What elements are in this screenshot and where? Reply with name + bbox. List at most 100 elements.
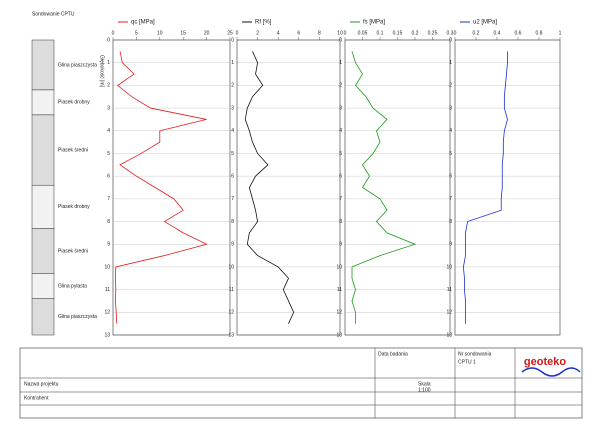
- y-tick-label: 9: [231, 242, 234, 248]
- y-tick-label: 12: [336, 310, 342, 316]
- depth-label: Głębokość [m]: [99, 55, 105, 88]
- profile-line: [244, 51, 295, 324]
- soil-layer: [31, 184, 55, 229]
- y-tick-label: 7: [339, 196, 342, 202]
- y-tick-label: 12: [228, 310, 234, 316]
- y-tick-label: 7: [449, 196, 452, 202]
- y-tick-label: 6: [339, 173, 342, 179]
- x-tick-label: 0: [454, 30, 457, 36]
- y-tick-label: 13: [228, 332, 234, 338]
- y-tick-label: 7: [231, 196, 234, 202]
- scale-label: Skala: [418, 381, 431, 387]
- soil-label: Piasek średni: [58, 147, 88, 153]
- y-tick-label: 11: [229, 287, 234, 293]
- x-tick-label: 0.4: [494, 30, 501, 36]
- x-tick-label: 0.25: [428, 30, 438, 36]
- y-tick-label: 2: [339, 83, 342, 89]
- y-tick-label: 0: [449, 37, 452, 43]
- y-tick-label: 9: [449, 242, 452, 248]
- y-tick-label: 8: [449, 219, 452, 225]
- y-tick-label: 12: [104, 310, 110, 316]
- profile-line: [351, 51, 417, 324]
- soil-label: Glina pylasta: [58, 284, 87, 290]
- y-tick-label: 3: [449, 105, 452, 111]
- y-tick-label: 11: [105, 287, 110, 293]
- y-tick-label: 5: [231, 151, 234, 157]
- y-tick-label: 6: [231, 173, 234, 179]
- x-tick-label: 2: [256, 30, 259, 36]
- y-tick-label: 8: [339, 219, 342, 225]
- x-tick-label: 0.6: [515, 30, 522, 36]
- y-tick-label: 8: [107, 219, 110, 225]
- sounding: CPTU 1: [458, 359, 476, 365]
- x-tick-label: 4: [277, 30, 280, 36]
- profile-line: [114, 51, 208, 324]
- footer-frame: [19, 347, 583, 419]
- soil-label: Glina piaszczysta: [58, 62, 97, 68]
- x-tick-label: 10: [157, 30, 163, 36]
- x-tick-label: 0.2: [473, 30, 480, 36]
- x-tick-label: 0: [112, 30, 115, 36]
- soil-layer: [31, 89, 55, 116]
- y-tick-label: 4: [107, 128, 110, 134]
- y-tick-label: 2: [107, 83, 110, 89]
- x-tick-label: 6: [297, 30, 300, 36]
- x-tick-label: 0: [344, 30, 347, 36]
- y-tick-label: 10: [104, 264, 110, 270]
- y-tick-label: 9: [107, 242, 110, 248]
- soil-layer: [31, 39, 55, 91]
- y-tick-label: 9: [339, 242, 342, 248]
- y-tick-label: 5: [449, 151, 452, 157]
- panel-frame: [112, 39, 231, 336]
- panel-title: qc [MPa]: [131, 20, 155, 26]
- x-tick-label: 10: [337, 30, 343, 36]
- y-tick-label: 11: [447, 287, 452, 293]
- x-tick-label: 0.3: [447, 30, 454, 36]
- y-tick-label: 1: [231, 60, 234, 66]
- client-label: Kontrahent: [24, 395, 49, 401]
- project-label: Nazwa projektu: [24, 381, 59, 387]
- y-tick-label: 0: [107, 37, 110, 43]
- panel-title: u2 [MPa]: [473, 20, 497, 26]
- soil-label: Piasek średni: [58, 248, 88, 254]
- y-tick-label: 8: [231, 219, 234, 225]
- y-tick-label: 5: [339, 151, 342, 157]
- y-tick-label: 0: [339, 37, 342, 43]
- profile-line: [462, 51, 508, 324]
- soil-label: Glina piaszczysta: [58, 314, 97, 320]
- y-tick-label: 13: [446, 332, 452, 338]
- y-tick-label: 10: [336, 264, 342, 270]
- panel-frame: [344, 39, 451, 336]
- panel-frame: [236, 39, 341, 336]
- y-tick-label: 5: [107, 151, 110, 157]
- logo-wave: [521, 367, 581, 377]
- panel-title: fs [MPa]: [363, 20, 385, 26]
- logo: geoteko: [524, 356, 566, 368]
- x-tick-label: 0.8: [536, 30, 543, 36]
- panel-frame: [454, 39, 561, 336]
- y-tick-label: 4: [231, 128, 234, 134]
- y-tick-label: 10: [228, 264, 234, 270]
- y-tick-label: 1: [449, 60, 452, 66]
- soil-layer: [31, 273, 55, 299]
- date-label: Data badania: [378, 351, 408, 357]
- scale: 1:100: [418, 387, 431, 393]
- soil-layer: [31, 228, 55, 274]
- report-title: Sondowanie CPTU: [32, 11, 75, 17]
- y-tick-label: 13: [104, 332, 110, 338]
- x-tick-label: 20: [204, 30, 210, 36]
- y-tick-label: 13: [336, 332, 342, 338]
- y-tick-label: 3: [231, 105, 234, 111]
- y-tick-label: 0: [231, 37, 234, 43]
- y-tick-label: 4: [449, 128, 452, 134]
- y-tick-label: 1: [339, 60, 342, 66]
- soil-label: Piasek drobny: [58, 100, 90, 106]
- x-tick-label: 0.15: [393, 30, 403, 36]
- x-tick-label: 0: [236, 30, 239, 36]
- y-tick-label: 6: [449, 173, 452, 179]
- x-tick-label: 5: [135, 30, 138, 36]
- x-tick-label: 25: [227, 30, 233, 36]
- panel-title: Rf [%]: [255, 20, 272, 26]
- y-tick-label: 3: [339, 105, 342, 111]
